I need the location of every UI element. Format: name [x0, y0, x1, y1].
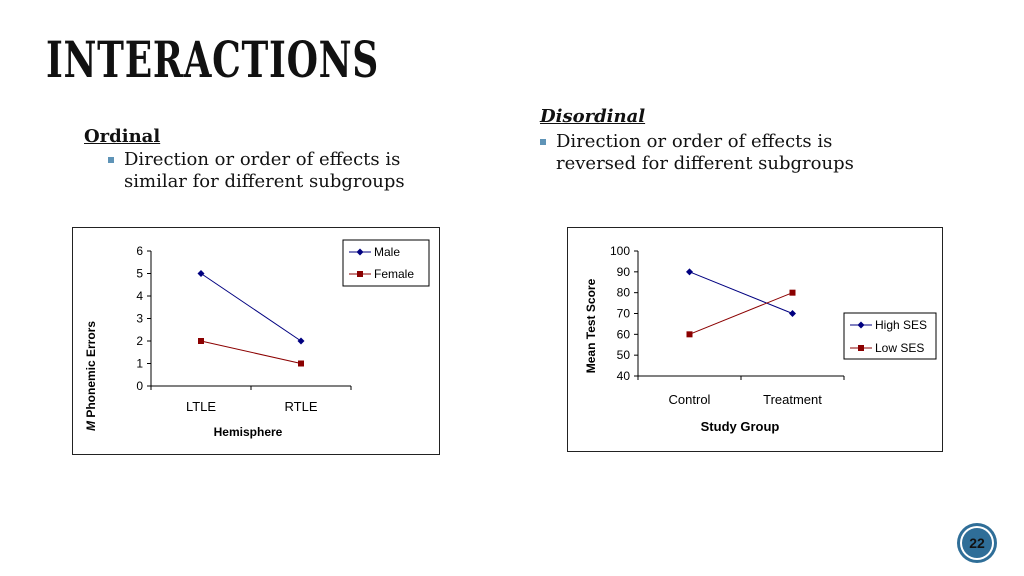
- ordinal-bullet-text: Direction or order of effects is similar…: [124, 149, 405, 193]
- y-axis-label: M Phonemic Errors: [84, 321, 98, 431]
- ordinal-chart-frame: M Phonemic Errors Hemisphere 0 1 2 3 4 5 6 LTLE…: [72, 227, 440, 455]
- y-tick-label: 6: [136, 244, 143, 258]
- y-tick-label: 50: [617, 348, 631, 362]
- y-tick-label: 4: [136, 289, 143, 303]
- y-tick-label: 90: [617, 265, 631, 279]
- data-point: [198, 338, 204, 344]
- disordinal-bullet-text: Direction or order of effects is reverse…: [556, 131, 854, 175]
- data-point: [686, 268, 693, 276]
- disordinal-chart: Mean Test Score Study Group 40 50 60 70 80 90…: [584, 244, 937, 434]
- y-tick-label: 0: [136, 379, 143, 393]
- data-point: [197, 270, 205, 277]
- ordinal-heading: Ordinal: [84, 126, 161, 147]
- disordinal-bullet-line1: Direction or order of effects is: [556, 131, 833, 152]
- data-point: [297, 337, 305, 345]
- disordinal-bullet: Direction or order of effects is reverse…: [540, 131, 854, 175]
- ordinal-chart: M Phonemic Errors Hemisphere 0 1 2 3 4 5 6 LTLE…: [84, 239, 430, 439]
- disordinal-section: Disordinal Direction or order of effects…: [540, 106, 854, 175]
- x-tick-label: Control: [669, 392, 711, 407]
- data-point: [789, 289, 796, 296]
- ordinal-section: Ordinal Direction or order of effects is…: [84, 126, 405, 193]
- y-tick-label: 100: [610, 244, 630, 258]
- legend-marker-icon: [357, 271, 363, 277]
- y-tick-label: 80: [617, 286, 631, 300]
- y-axis-label: Mean Test Score: [584, 278, 598, 373]
- x-axis-label: Hemisphere: [214, 425, 283, 439]
- disordinal-chart-frame: Mean Test Score Study Group 40 50 60 70 80 90…: [567, 227, 943, 452]
- legend-label: High SES: [875, 318, 927, 332]
- legend-label: Low SES: [875, 341, 924, 355]
- y-tick-label: 40: [617, 369, 631, 383]
- series-line-female: [200, 340, 302, 364]
- disordinal-heading: Disordinal: [540, 106, 646, 127]
- data-point: [789, 310, 796, 317]
- x-tick-label: LTLE: [186, 399, 216, 414]
- legend-marker-icon: [356, 248, 364, 256]
- legend-box: [843, 312, 937, 360]
- ordinal-bullet-line1: Direction or order of effects is: [124, 149, 401, 170]
- x-tick-label: RTLE: [285, 399, 318, 414]
- legend-box: [342, 239, 430, 287]
- legend-marker-icon: [857, 321, 865, 329]
- legend-marker-icon: [858, 345, 864, 351]
- bullet-icon: [108, 157, 114, 163]
- y-tick-label: 5: [136, 267, 143, 281]
- series-line-male: [200, 273, 302, 342]
- y-tick-label: 2: [136, 334, 143, 348]
- ordinal-bullet: Direction or order of effects is similar…: [108, 149, 405, 193]
- data-point: [298, 360, 304, 367]
- data-point: [686, 331, 693, 338]
- slide-title: INTERACTIONS: [46, 30, 380, 89]
- x-axis-label: Study Group: [701, 419, 780, 434]
- ordinal-bullet-line2: similar for different subgroups: [124, 171, 405, 192]
- x-tick-label: Treatment: [763, 392, 822, 407]
- series-line-high-ses: [689, 271, 793, 314]
- legend-label: Female: [374, 267, 414, 281]
- bullet-icon: [540, 139, 546, 145]
- y-tick-label: 60: [617, 327, 631, 341]
- legend-label: Male: [374, 245, 400, 259]
- y-tick-label: 70: [617, 307, 631, 321]
- page-number-badge: 22: [960, 526, 994, 560]
- y-tick-label: 1: [136, 357, 143, 371]
- disordinal-bullet-line2: reversed for different subgroups: [556, 153, 854, 174]
- y-tick-label: 3: [136, 312, 143, 326]
- series-line-low-ses: [689, 292, 793, 335]
